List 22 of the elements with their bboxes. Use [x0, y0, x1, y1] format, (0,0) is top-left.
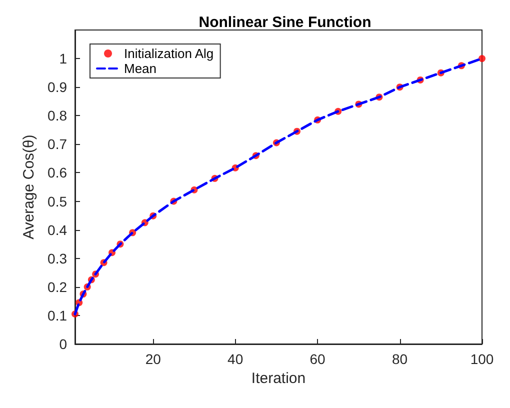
x-axis-title: Iteration	[251, 370, 306, 387]
x-tick-label: 80	[392, 351, 408, 367]
y-tick-label: 0.2	[48, 278, 68, 295]
x-tick-label: 60	[310, 351, 326, 367]
y-tick-label: 0.3	[48, 250, 68, 266]
y-tick-label: 0.4	[48, 222, 68, 238]
x-tick-label: 40	[228, 351, 244, 367]
y-tick-label: 0.1	[48, 307, 68, 324]
x-tick-label: 100	[470, 351, 494, 367]
y-tick-label: 0.7	[48, 136, 68, 152]
y-tick-label: 0.9	[48, 79, 68, 96]
legend-label: Initialization Alg	[124, 46, 214, 61]
y-axis-title: Average Cos(θ)	[20, 134, 38, 240]
y-tick-label: 0.8	[48, 108, 68, 124]
y-tick-label: 0.5	[48, 193, 68, 210]
point	[478, 55, 486, 62]
x-tick-label: 20	[145, 351, 162, 367]
y-tick-label: 0	[59, 336, 68, 352]
y-tick-label: 0.6	[48, 164, 68, 181]
chart-title: Nonlinear Sine Function	[198, 14, 372, 31]
y-tick-label: 1	[59, 50, 68, 67]
legend-label: Mean	[124, 61, 157, 76]
